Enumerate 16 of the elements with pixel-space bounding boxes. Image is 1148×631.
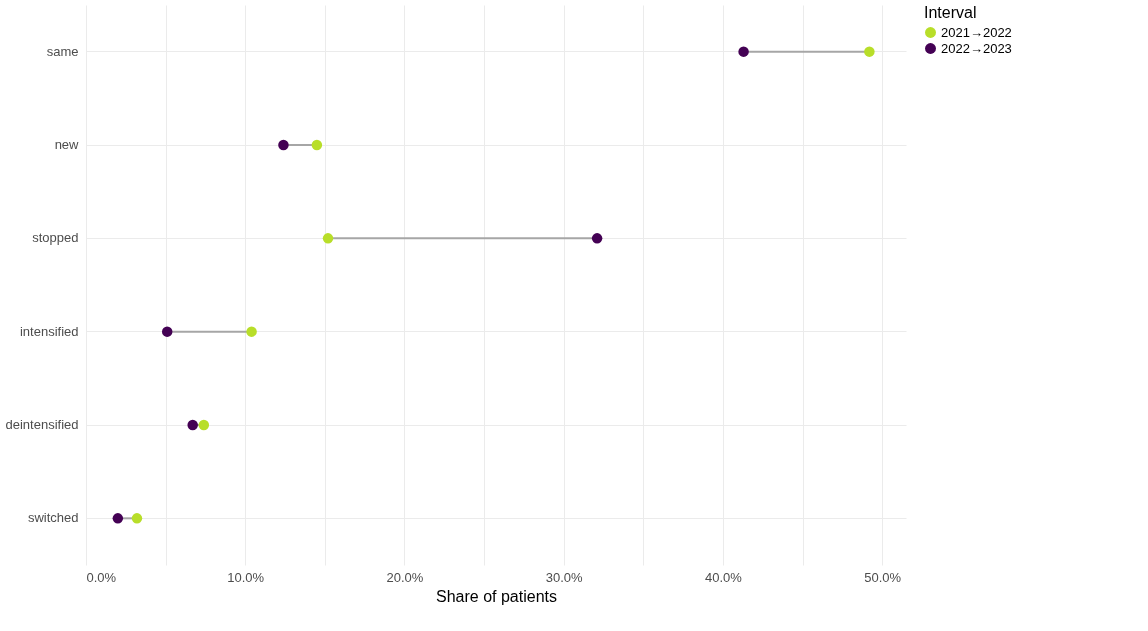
y-tick-label: switched [27, 510, 79, 526]
y-tick-label: same [46, 43, 79, 59]
x-tick-label: 10.0% [227, 569, 265, 585]
legend-label: 2021→2022 [941, 24, 1012, 40]
y-tick-label: stopped [32, 230, 79, 246]
x-axis-title: Share of patients [436, 587, 557, 605]
x-tick-label: 50.0% [864, 569, 902, 585]
y-tick-label: deintensified [5, 417, 79, 432]
y-tick-label: new [54, 137, 80, 152]
x-tick-label: 30.0% [545, 569, 584, 585]
legend-title: Interval [924, 4, 977, 21]
x-tick-label: 40.0% [704, 569, 743, 585]
legend-label: 2022→2023 [941, 40, 1012, 56]
y-tick-label: intensified [19, 323, 79, 339]
x-tick-label: 20.0% [386, 569, 424, 585]
x-tick-label: 0.0% [86, 569, 117, 585]
